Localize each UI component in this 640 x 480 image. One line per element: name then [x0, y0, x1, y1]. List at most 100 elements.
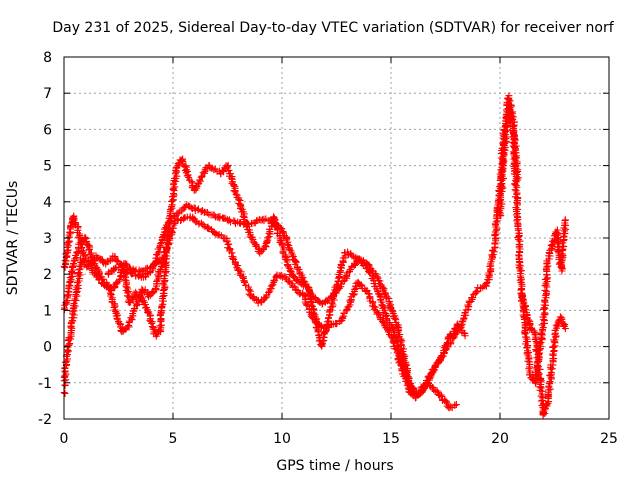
x-tick-label: 20 — [491, 431, 509, 447]
data-point — [110, 266, 118, 274]
data-point — [196, 177, 204, 185]
data-point — [267, 282, 275, 290]
data-point — [416, 389, 424, 397]
data-point — [365, 267, 372, 275]
y-tick-label: 8 — [43, 50, 52, 66]
data-point — [111, 264, 119, 272]
data-point — [178, 156, 186, 164]
data-point — [380, 319, 387, 326]
data-point — [312, 319, 319, 327]
data-point — [241, 279, 248, 286]
data-point — [66, 340, 74, 348]
data-point — [163, 244, 171, 252]
data-point — [294, 277, 302, 285]
data-point — [290, 272, 297, 280]
data-point — [254, 299, 262, 307]
data-point — [452, 401, 460, 409]
data-point — [128, 315, 136, 323]
data-point — [499, 184, 507, 192]
data-point — [447, 403, 455, 411]
data-point — [514, 226, 522, 234]
data-point — [292, 277, 300, 284]
data-point — [286, 245, 294, 253]
data-point — [546, 371, 554, 379]
data-point — [158, 302, 166, 310]
data-points — [60, 92, 569, 419]
series-trace-c — [60, 213, 460, 412]
y-tick-label: 1 — [43, 303, 52, 319]
data-point — [550, 343, 558, 351]
data-point — [388, 307, 396, 315]
y-tick-label: 4 — [43, 195, 52, 211]
data-point — [242, 221, 250, 229]
data-point — [511, 167, 519, 175]
y-tick-label: 2 — [43, 267, 52, 283]
data-point — [73, 283, 81, 291]
data-point — [183, 172, 191, 180]
data-point — [523, 350, 531, 358]
data-point — [263, 237, 271, 245]
x-tick-label: 10 — [273, 431, 291, 447]
data-point — [524, 357, 532, 365]
data-point — [168, 201, 176, 209]
series-trace-b — [60, 155, 469, 402]
data-point — [61, 256, 69, 264]
data-point — [437, 353, 445, 361]
data-point — [501, 138, 509, 146]
data-point — [148, 319, 156, 327]
data-point — [86, 245, 93, 253]
data-point — [330, 289, 338, 297]
data-point — [115, 319, 123, 327]
data-point — [499, 154, 507, 162]
data-point — [61, 390, 69, 397]
data-point — [232, 190, 240, 198]
data-point — [537, 377, 545, 385]
data-point — [461, 332, 469, 340]
y-tick-label: 7 — [43, 86, 52, 102]
data-point — [155, 257, 163, 265]
data-point — [391, 315, 399, 322]
data-point — [168, 197, 175, 205]
y-tick-labels: -2 -1 0 1 2 3 4 5 6 7 8 — [38, 50, 52, 428]
data-point — [322, 296, 330, 304]
data-point — [491, 231, 499, 239]
data-point — [394, 347, 402, 355]
data-point — [437, 391, 445, 399]
data-point — [557, 258, 565, 266]
data-point — [271, 277, 279, 285]
data-point — [81, 233, 89, 241]
data-point — [107, 291, 115, 298]
data-point — [342, 307, 350, 315]
data-point — [69, 308, 77, 316]
data-point — [440, 347, 448, 355]
data-point — [74, 270, 82, 278]
data-point — [264, 234, 272, 242]
y-tick-label: 6 — [43, 122, 52, 138]
data-point — [369, 272, 377, 279]
data-point — [111, 306, 119, 314]
x-tick-label: 0 — [60, 431, 69, 447]
data-point — [210, 229, 218, 237]
data-point — [177, 217, 185, 224]
data-point — [203, 209, 211, 217]
data-point — [330, 296, 338, 304]
data-point — [156, 256, 164, 264]
data-point — [68, 268, 75, 275]
data-point — [370, 280, 378, 288]
data-point — [71, 255, 79, 263]
data-point — [444, 339, 451, 347]
data-point — [515, 236, 523, 244]
data-point — [457, 323, 465, 331]
data-point — [169, 224, 177, 232]
data-point — [156, 322, 164, 330]
data-point — [123, 283, 131, 291]
data-point — [249, 294, 257, 302]
data-point — [314, 328, 322, 336]
data-point — [541, 305, 549, 313]
data-point — [375, 310, 382, 318]
x-tick-label: 5 — [169, 431, 178, 447]
data-point — [69, 263, 76, 271]
x-axis-label: GPS time / hours — [276, 458, 393, 474]
data-point — [239, 212, 247, 220]
data-point — [554, 248, 562, 255]
